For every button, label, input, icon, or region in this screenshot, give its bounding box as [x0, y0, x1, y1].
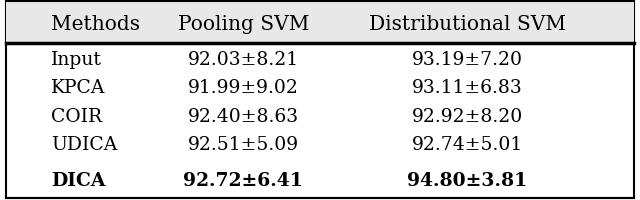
Text: Distributional SVM: Distributional SVM [369, 15, 566, 33]
Text: 92.51±5.09: 92.51±5.09 [188, 135, 299, 153]
Text: 92.74±5.01: 92.74±5.01 [412, 135, 523, 153]
Text: 92.92±8.20: 92.92±8.20 [412, 107, 523, 125]
Text: 94.80±3.81: 94.80±3.81 [407, 171, 527, 189]
Text: KPCA: KPCA [51, 79, 106, 97]
Text: Methods: Methods [51, 15, 140, 33]
FancyBboxPatch shape [6, 2, 634, 198]
Text: 92.72±6.41: 92.72±6.41 [183, 171, 303, 189]
Text: 93.11±6.83: 93.11±6.83 [412, 79, 523, 97]
Text: 93.19±7.20: 93.19±7.20 [412, 51, 523, 69]
Text: 92.40±8.63: 92.40±8.63 [188, 107, 299, 125]
Text: COIR: COIR [51, 107, 102, 125]
Text: 92.03±8.21: 92.03±8.21 [188, 51, 299, 69]
Text: Pooling SVM: Pooling SVM [177, 15, 309, 33]
FancyBboxPatch shape [6, 2, 634, 44]
Text: 91.99±9.02: 91.99±9.02 [188, 79, 299, 97]
Text: Input: Input [51, 51, 102, 69]
Text: UDICA: UDICA [51, 135, 118, 153]
Text: DICA: DICA [51, 171, 106, 189]
